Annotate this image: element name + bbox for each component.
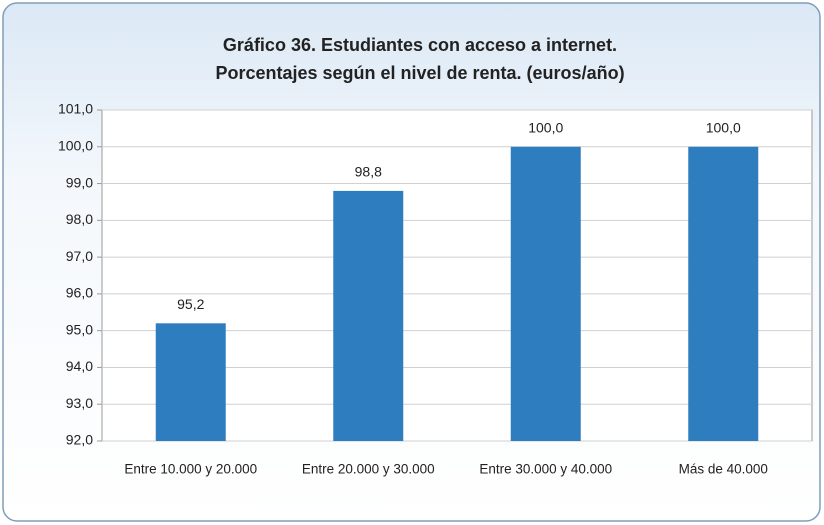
data-label: 95,2	[177, 296, 204, 312]
x-tick-label: Entre 30.000 y 40.000	[479, 462, 612, 477]
x-tick-label: Más de 40.000	[679, 462, 768, 477]
chart-title: Gráfico 36. Estudiantes con acceso a int…	[223, 35, 617, 55]
x-tick-label: Entre 20.000 y 30.000	[302, 462, 435, 477]
y-tick-label: 93,0	[66, 395, 93, 411]
y-tick-label: 98,0	[66, 211, 93, 227]
y-tick-label: 99,0	[66, 174, 93, 190]
bar	[688, 146, 759, 441]
y-tick-label: 92,0	[66, 432, 93, 448]
y-tick-label: 97,0	[66, 248, 93, 264]
bar	[333, 190, 404, 441]
chart-title: Porcentajes según el nivel de renta. (eu…	[215, 63, 624, 83]
x-tick-label: Entre 10.000 y 20.000	[124, 462, 257, 477]
data-label: 100,0	[528, 119, 563, 135]
bar	[155, 323, 226, 441]
y-tick-label: 101,0	[58, 101, 93, 117]
data-label: 100,0	[706, 119, 741, 135]
y-tick-label: 94,0	[66, 358, 93, 374]
data-label: 98,8	[355, 164, 382, 180]
bar	[510, 146, 581, 441]
y-tick-label: 95,0	[66, 321, 93, 337]
y-tick-label: 96,0	[66, 285, 93, 301]
y-tick-label: 100,0	[58, 137, 93, 153]
